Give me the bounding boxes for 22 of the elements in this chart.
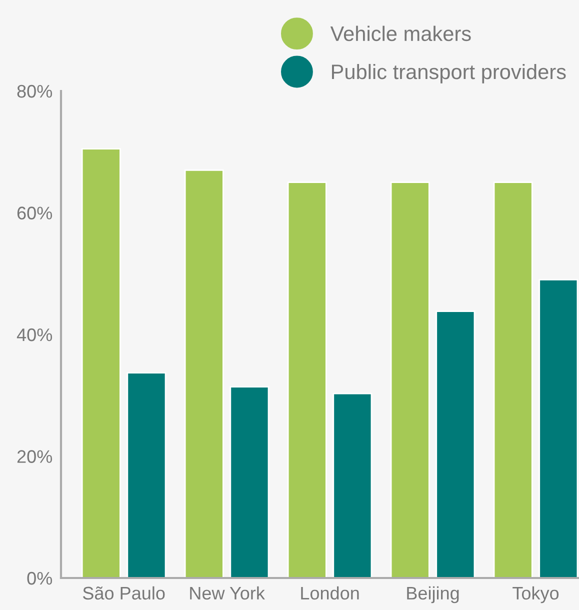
x-tick-label: São Paulo — [82, 586, 165, 600]
bar — [538, 279, 578, 578]
bar — [493, 182, 533, 578]
bar — [230, 386, 270, 578]
y-tick-label: 60% — [17, 206, 52, 220]
bar — [287, 182, 327, 578]
x-tick-label: London — [301, 586, 359, 600]
x-tick-label: Tokyo — [512, 586, 559, 604]
y-tick-label: 80% — [17, 84, 52, 98]
legend-label: Public transport providers — [332, 64, 566, 84]
x-tick-label: New York — [190, 586, 265, 600]
y-tick-label: 0% — [27, 572, 52, 585]
bar — [126, 372, 166, 578]
bar — [332, 392, 372, 578]
y-tick-label: 40% — [16, 328, 52, 342]
bar — [184, 169, 224, 578]
y-tick-label: 20% — [17, 450, 52, 463]
x-tick-label: Beijing — [407, 586, 459, 604]
bar — [81, 148, 121, 578]
bar — [436, 310, 476, 578]
bar — [390, 182, 430, 578]
legend-label: Vehicle makers — [330, 26, 471, 42]
